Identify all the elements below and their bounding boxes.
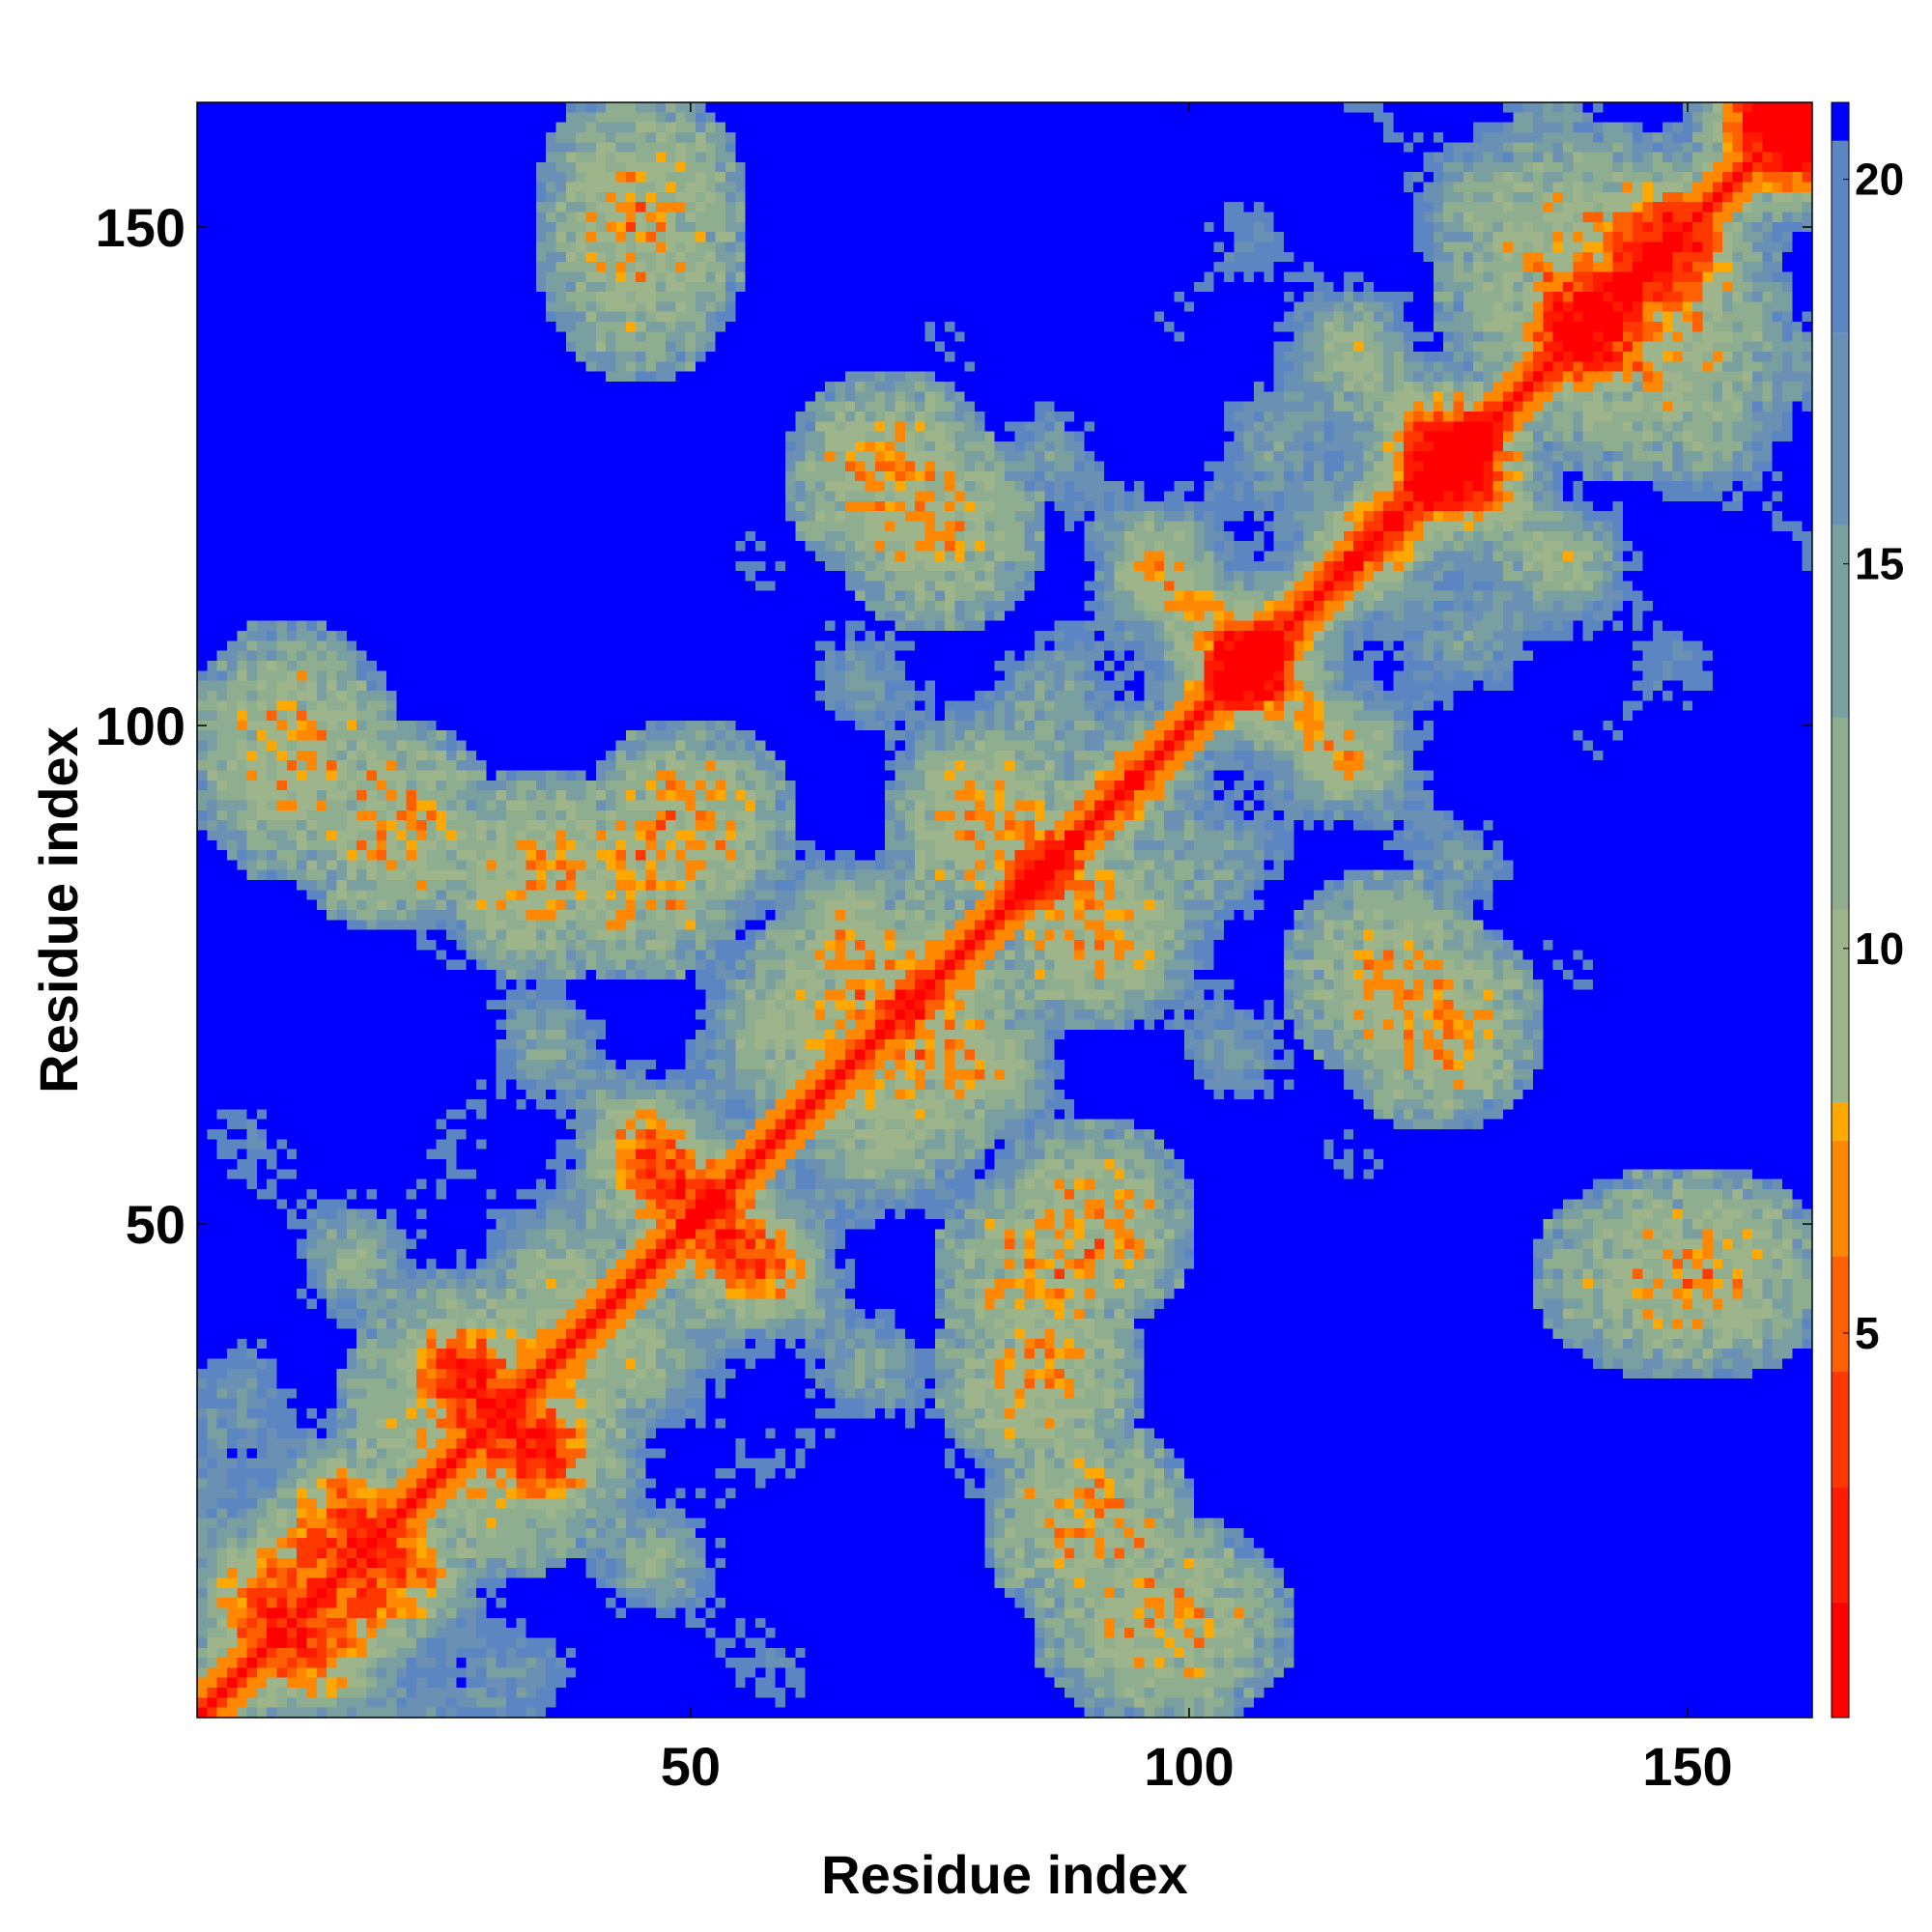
y-axis-ticks: 50 100 150: [96, 197, 1812, 1255]
colorbar-segment: [1832, 1371, 1849, 1488]
colorbar-segment: [1832, 1140, 1849, 1257]
heatmap-cells: [197, 102, 1812, 1718]
colorbar-segment: [1832, 910, 1849, 1103]
colorbar-segment: [1832, 1602, 1849, 1718]
colorbar-segment: [1832, 717, 1849, 910]
colorbar-segment: [1832, 1487, 1849, 1603]
colorbar-tick-label: 15: [1855, 539, 1904, 589]
x-tick-label: 150: [1642, 1736, 1732, 1797]
y-axis-label: Residue index: [28, 726, 89, 1094]
colorbar-segment: [1832, 1102, 1849, 1141]
colorbar-segment: [1832, 140, 1849, 333]
colorbar-frame: [1831, 101, 1850, 1719]
colorbar-segment: [1832, 102, 1849, 141]
colorbar-segment: [1832, 332, 1849, 526]
colorbar: [1831, 101, 1850, 1719]
y-tick-label: 100: [96, 696, 185, 756]
x-axis-label: Residue index: [821, 1844, 1188, 1905]
x-axis-ticks: 50 100 150: [661, 102, 1733, 1797]
colorbar-tick-label: 5: [1855, 1308, 1880, 1358]
y-tick-label: 50: [126, 1194, 185, 1255]
x-tick-label: 100: [1144, 1736, 1234, 1797]
plot-frame: [196, 101, 1813, 1719]
colorbar-ticks: 5 10 15 20: [1843, 155, 1904, 1358]
colorbar-segment: [1832, 525, 1849, 718]
colorbar-tick-label: 20: [1855, 155, 1904, 205]
y-tick-label: 150: [96, 197, 185, 258]
colorbar-tick-label: 10: [1855, 923, 1904, 974]
x-tick-label: 50: [661, 1736, 721, 1797]
colorbar-segment: [1832, 1256, 1849, 1372]
